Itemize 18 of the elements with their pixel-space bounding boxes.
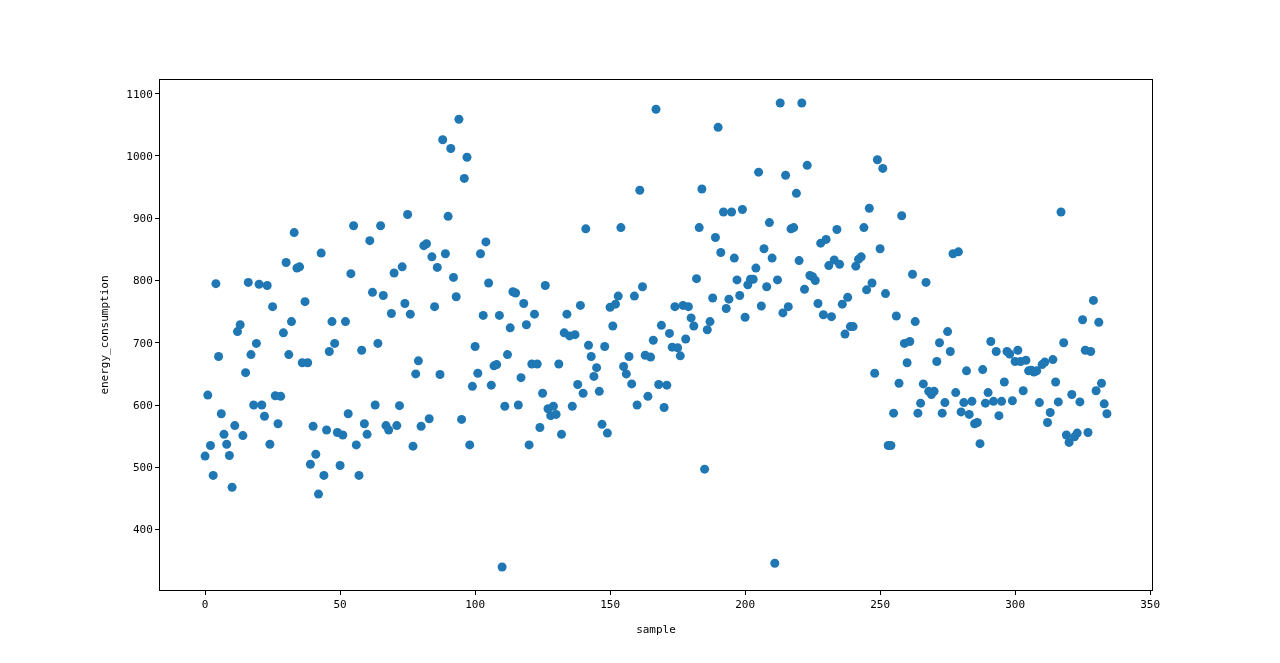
y-tick-label: 800	[132, 274, 153, 288]
x-tick-label: 150	[600, 598, 621, 612]
x-tick-label: 0	[201, 598, 209, 612]
y-tick-label: 900	[132, 212, 153, 226]
x-tick-label: 50	[333, 598, 347, 612]
x-axis-title: sample	[636, 623, 676, 637]
y-tick-label: 400	[132, 523, 153, 537]
x-tick-label: 350	[1140, 598, 1161, 612]
y-axis-title: energy_consumption	[97, 275, 111, 395]
y-tick-label: 1100	[126, 87, 153, 101]
x-tick-label: 200	[735, 598, 756, 612]
y-tick-label: 500	[132, 461, 153, 475]
x-tick-label: 100	[465, 598, 486, 612]
y-tick-label: 1000	[126, 149, 153, 163]
y-tick-label: 600	[132, 398, 153, 412]
x-tick-label: 250	[870, 598, 891, 612]
x-tick-label: 300	[1005, 598, 1026, 612]
y-tick-label: 700	[132, 336, 153, 350]
